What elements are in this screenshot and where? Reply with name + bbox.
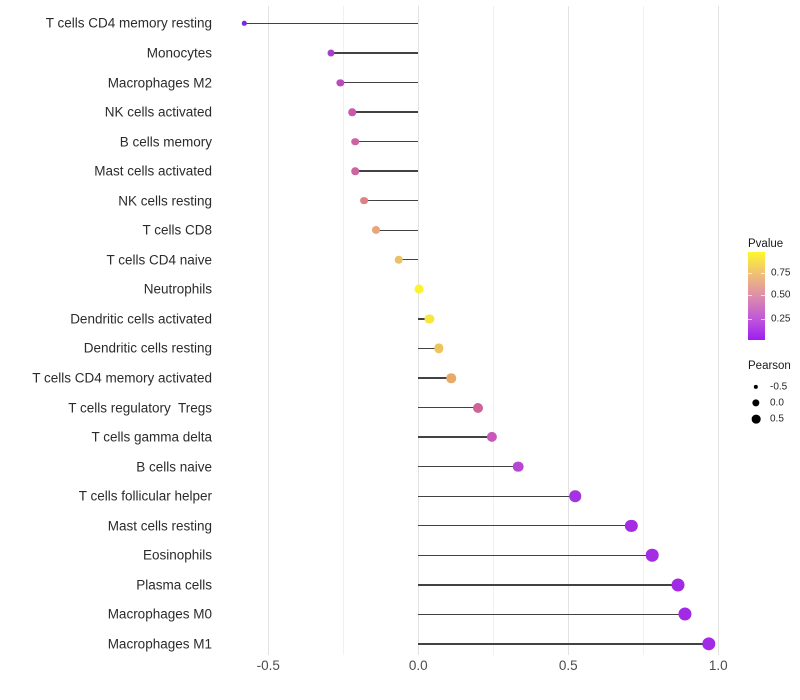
y-axis-label: Macrophages M2 [107, 75, 212, 90]
lollipop-dot [351, 167, 360, 175]
lollipop-dot [446, 373, 457, 383]
pearson-size-label: 0.5 [770, 413, 784, 425]
y-axis-label: T cells CD4 memory resting [45, 15, 212, 31]
y-axis-label: T cells follicular helper [78, 488, 212, 504]
colorbar-tick [761, 272, 765, 274]
lollipop-dot [336, 78, 344, 87]
lollipop-dot [473, 402, 484, 413]
y-axis-label: Monocytes [146, 45, 212, 61]
gridline-major [418, 6, 420, 655]
x-axis-tick-label: 1.0 [708, 658, 728, 673]
y-axis-label: T cells CD8 [142, 222, 212, 238]
lollipop-stem [352, 111, 419, 113]
lollipop-dot [434, 343, 444, 354]
lollipop-dot [348, 108, 357, 116]
pearson-size-dot [753, 384, 759, 390]
lollipop-dot [372, 226, 381, 235]
lollipop-stem [418, 584, 679, 586]
pearson-size-dot [752, 399, 760, 407]
lollipop-stem [418, 436, 493, 438]
lollipop-dot [569, 490, 581, 502]
colorbar-tick-label: 0.50 [771, 289, 791, 301]
lollipop-stem [418, 525, 632, 527]
y-axis-label: Neutrophils [143, 281, 212, 297]
lollipop-dot [702, 637, 716, 651]
lollipop-dot [414, 284, 424, 294]
lollipop-dot [360, 196, 369, 205]
lollipop-stem [418, 406, 479, 409]
gridline-major [718, 6, 720, 655]
lollipop-dot [327, 49, 335, 57]
lollipop-stem [418, 347, 439, 350]
x-axis-tick-label: 0.5 [558, 658, 578, 673]
lollipop-stem [355, 140, 419, 143]
y-axis-label: T cells gamma delta [91, 429, 212, 445]
y-axis-label: B cells naive [136, 459, 212, 475]
y-axis-label: NK cells activated [104, 104, 212, 120]
y-axis-label: Macrophages M0 [107, 606, 212, 622]
gridline-minor [493, 6, 495, 655]
y-axis-label: Plasma cells [136, 577, 212, 593]
lollipop-dot [671, 578, 685, 592]
colorbar-tick [748, 295, 752, 297]
pearson-size-dot [751, 415, 761, 424]
lollipop-stem [331, 52, 419, 54]
x-axis-tick-label: -0.5 [256, 658, 280, 673]
lollipop-stem [418, 554, 653, 556]
lollipop-stem [376, 229, 419, 231]
lollipop-stem [340, 81, 419, 84]
colorbar-tick-label: 0.25 [771, 313, 791, 325]
pvalue-colorbar [748, 252, 765, 340]
gridline-minor [643, 6, 645, 655]
lollipop-stem [418, 465, 518, 468]
pearson-legend-title: Pearson [748, 360, 791, 372]
lollipop-dot [394, 255, 404, 265]
lollipop-dot [512, 461, 524, 472]
lollipop-stem [418, 495, 576, 497]
y-axis-label: NK cells resting [118, 193, 212, 209]
y-axis-label: T cells CD4 memory activated [32, 370, 212, 386]
colorbar-tick [761, 318, 765, 320]
lollipop-stem [398, 259, 419, 261]
lollipop-stem [364, 200, 419, 202]
lollipop-dot [486, 431, 498, 443]
lollipop-stem [244, 22, 419, 25]
y-axis-label: Mast cells resting [107, 518, 212, 534]
x-axis-tick-label: 0.0 [408, 658, 428, 673]
y-axis-label: Mast cells activated [94, 163, 212, 179]
y-axis-label: Macrophages M1 [107, 636, 212, 652]
y-axis-label: Dendritic cells resting [83, 340, 212, 356]
colorbar-tick [761, 295, 765, 297]
gridline-major [268, 6, 270, 655]
y-axis-label: B cells memory [119, 134, 212, 150]
colorbar-tick-label: 0.75 [771, 267, 791, 278]
lollipop-stem [418, 318, 430, 320]
lollipop-stem [418, 613, 685, 616]
lollipop-dot [424, 314, 434, 324]
gridline-minor [343, 6, 345, 655]
lollipop-dot [242, 21, 247, 26]
lollipop-dot [678, 607, 692, 621]
lollipop-stem [418, 377, 452, 379]
lollipop-dot [625, 519, 638, 532]
y-axis-label: T cells regulatory Tregs [68, 400, 212, 416]
colorbar-tick [748, 272, 752, 274]
lollipop-dot [645, 548, 659, 562]
pvalue-legend-title: Pvalue [748, 238, 784, 250]
y-axis-label: Eosinophils [142, 547, 212, 563]
lollipop-stem [418, 643, 709, 645]
y-axis-label: Dendritic cells activated [70, 311, 212, 327]
pearson-size-label: 0.0 [770, 397, 784, 409]
colorbar-tick [748, 318, 752, 320]
lollipop-stem [355, 170, 419, 172]
lollipop-dot [351, 137, 360, 146]
pearson-size-label: -0.5 [770, 381, 788, 393]
y-axis-label: T cells CD4 naive [106, 252, 212, 268]
gridline-major [568, 6, 570, 655]
